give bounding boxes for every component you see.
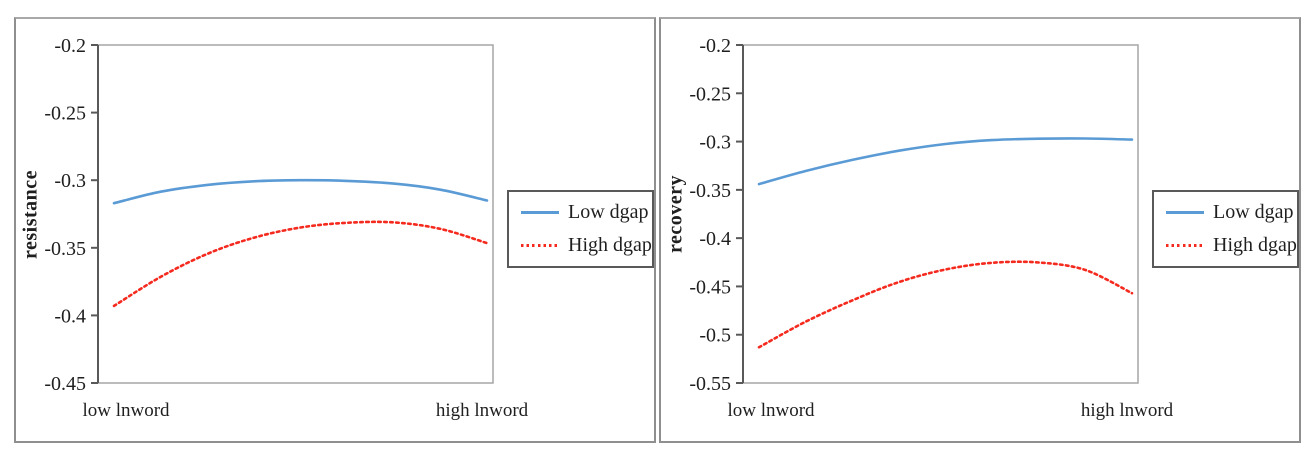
svg-text:-0.2: -0.2 [54,35,86,57]
svg-text:-0.35: -0.35 [689,180,731,202]
legend-item: High dgap [521,234,652,257]
svg-text:-0.55: -0.55 [689,373,731,395]
svg-text:-0.45: -0.45 [689,276,731,298]
legend-line-solid-icon [1166,211,1204,215]
legend-label: High dgap [568,233,652,256]
svg-text:-0.3: -0.3 [699,132,731,154]
legend-line-dotted-icon [521,243,559,247]
svg-text:-0.3: -0.3 [54,170,86,192]
x-axis-label-low: low lnword [82,400,170,421]
svg-text:-0.2: -0.2 [699,35,731,57]
legend-label: High dgap [1213,233,1297,256]
legend-item: High dgap [1166,234,1297,257]
x-axis-label-low: low lnword [727,400,815,421]
svg-text:-0.35: -0.35 [44,238,86,260]
legend-label: Low dgap [568,201,649,224]
legend-item: Low dgap [1166,201,1297,224]
svg-text:-0.45: -0.45 [44,373,86,395]
svg-text:-0.4: -0.4 [54,305,86,327]
chart-panel-recovery: recovery -0.2 -0.25 -0.3 -0.35 -0.4 -0.45 -0.5… [659,17,1301,443]
svg-text:-0.4: -0.4 [699,228,731,250]
legend-line-dotted-icon [1166,243,1204,247]
x-axis-label-high: high lnword [435,400,529,421]
legend-label: Low dgap [1213,201,1294,224]
legend: Low dgap High dgap [1152,190,1299,268]
legend-line-solid-icon [521,211,559,215]
chart-panel-resistance: resistance -0.2 -0.25 -0.3 -0.35 -0.4 -0.45 l… [14,17,656,443]
svg-text:-0.25: -0.25 [44,103,86,125]
legend: Low dgap High dgap [507,190,654,268]
svg-text:-0.5: -0.5 [699,325,731,347]
legend-item: Low dgap [521,201,652,224]
plot-area: -0.2 -0.25 -0.3 -0.35 -0.4 -0.45 -0.5 -0.55 [689,35,1139,395]
x-axis-label-high: high lnword [1080,400,1174,421]
svg-text:-0.25: -0.25 [689,83,731,105]
plot-area: -0.2 -0.25 -0.3 -0.35 -0.4 -0.45 [44,35,494,395]
